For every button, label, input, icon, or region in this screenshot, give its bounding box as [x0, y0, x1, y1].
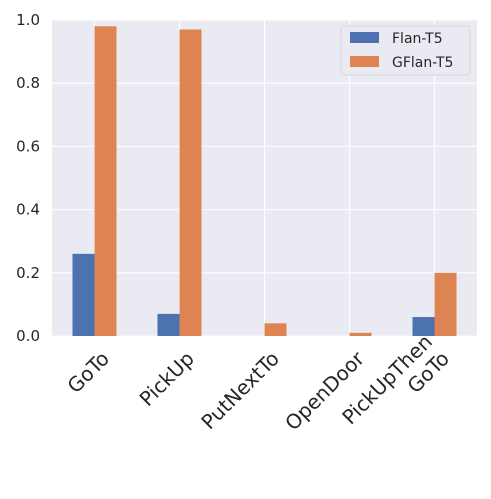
x-tick-label: PutNextTo [196, 346, 284, 434]
y-tick-label: 0.4 [16, 201, 40, 219]
svg-text:PickUp: PickUp [135, 346, 199, 410]
svg-text:PutNextTo: PutNextTo [196, 346, 284, 434]
bar-gflan-t5-1 [179, 29, 202, 336]
y-tick-label: 0.8 [16, 74, 40, 92]
y-axis-ticks: 0.0 0.2 0.4 0.6 0.8 1.0 [16, 11, 40, 345]
y-tick-label: 0.6 [16, 137, 40, 155]
bar-gflan-t5-4 [434, 272, 457, 336]
legend-label-flan-t5: Flan-T5 [392, 31, 443, 47]
legend-label-gflan-t5: GFlan-T5 [392, 55, 453, 71]
svg-text:PickUpThenGoTo: PickUpThenGoTo [337, 329, 454, 446]
y-tick-label: 0.2 [16, 264, 40, 282]
y-tick-label: 0.0 [16, 327, 40, 345]
bar-flan-t5-0 [72, 253, 95, 336]
legend-swatch-gflan-t5 [350, 56, 379, 67]
bar-gflan-t5-2 [264, 323, 287, 336]
svg-text:GoTo: GoTo [62, 346, 113, 397]
bars [72, 26, 457, 336]
y-tick-label: 1.0 [16, 11, 40, 29]
x-tick-label: PickUpThenGoTo [337, 329, 454, 446]
bar-flan-t5-1 [157, 313, 180, 336]
x-tick-label: GoTo [62, 346, 113, 397]
bar-gflan-t5-0 [94, 26, 117, 336]
legend-swatch-flan-t5 [350, 32, 379, 43]
bar-flan-t5-4 [412, 317, 435, 336]
x-tick-label: PickUp [135, 346, 199, 410]
bar-gflan-t5-3 [349, 332, 372, 336]
legend: Flan-T5 GFlan-T5 [340, 25, 471, 76]
x-axis-ticks: GoTo PickUpPutNextToOpenDoorPickUpThenGoT… [62, 329, 454, 446]
